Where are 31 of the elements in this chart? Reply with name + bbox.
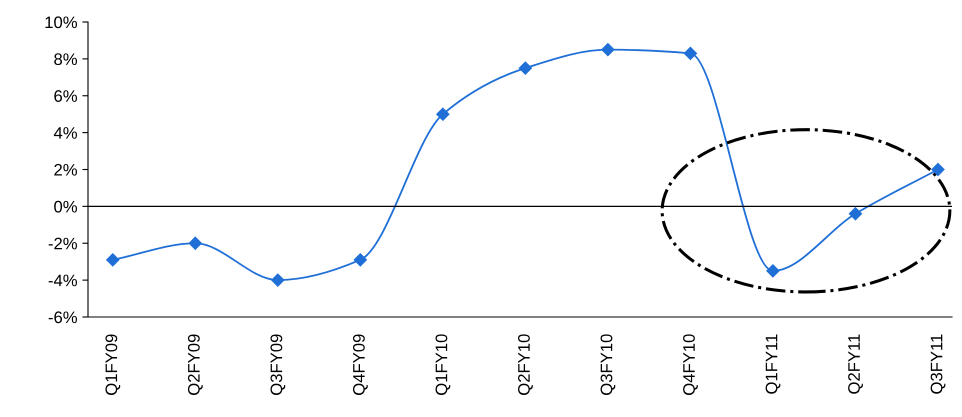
point bbox=[601, 43, 614, 56]
x-tick-label: Q3FY10 bbox=[600, 334, 616, 395]
y-tick-label: 4% bbox=[54, 127, 77, 139]
y-tick-label: 10% bbox=[45, 16, 77, 28]
x-tick-label: Q2FY11 bbox=[848, 334, 863, 394]
point bbox=[931, 162, 945, 176]
y-tick-label: 2% bbox=[54, 164, 77, 176]
x-tick-label: Q3FY09 bbox=[270, 334, 286, 395]
point bbox=[518, 62, 532, 75]
point bbox=[684, 46, 697, 60]
x-tick-label: Q2FY10 bbox=[518, 334, 533, 395]
x-tick-label: Q1FY10 bbox=[436, 334, 450, 395]
point bbox=[766, 264, 780, 278]
y-tick-label: -2% bbox=[48, 238, 77, 250]
y-tick-label: 6% bbox=[54, 90, 77, 102]
y-tick-label: 0% bbox=[54, 200, 77, 213]
y-tick-label: -6% bbox=[48, 311, 77, 324]
point bbox=[106, 253, 120, 266]
x-tick-label: Q1FY09 bbox=[105, 334, 120, 395]
point bbox=[436, 108, 450, 121]
x-tick-label: Q1FY11 bbox=[766, 334, 780, 394]
y-tick-label: -4% bbox=[48, 274, 77, 286]
x-tick-label: Q4FY10 bbox=[683, 334, 698, 395]
x-tick-label: Q2FY09 bbox=[188, 334, 203, 395]
point bbox=[354, 253, 367, 266]
point bbox=[188, 236, 202, 250]
x-tick-label: Q3FY11 bbox=[930, 334, 946, 394]
y-tick-label: 8% bbox=[54, 53, 77, 66]
x-tick-label: Q4FY09 bbox=[352, 334, 368, 395]
point bbox=[848, 207, 862, 220]
point bbox=[271, 274, 284, 287]
